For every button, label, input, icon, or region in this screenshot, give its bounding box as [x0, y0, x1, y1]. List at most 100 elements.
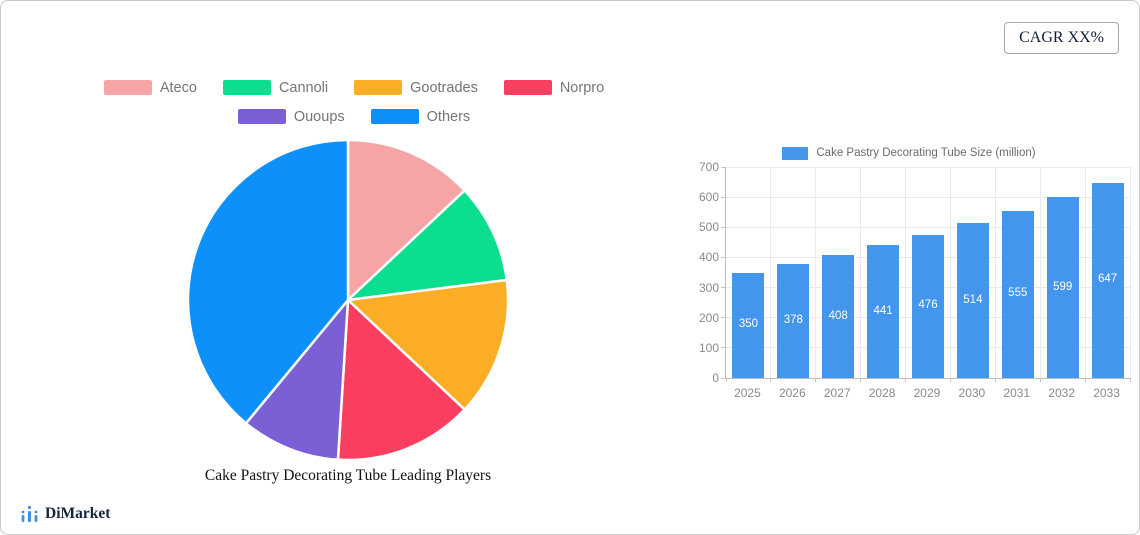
pie-slice-ateco — [346, 138, 466, 302]
legend-swatch — [103, 80, 152, 95]
y-axis-tick — [721, 256, 726, 258]
bar-value-label: 514 — [963, 293, 983, 306]
legend-swatch — [354, 80, 403, 95]
x-axis-label: 2031 — [1003, 386, 1031, 400]
bar-2033: 647 — [1091, 182, 1124, 378]
x-axis-tick — [860, 378, 862, 382]
legend-item-gootrades: Gootrades — [354, 80, 478, 96]
y-axis-tick — [721, 166, 726, 168]
gridline-horizontal — [726, 166, 1130, 168]
x-axis-label: 2029 — [913, 386, 941, 400]
gridline-vertical — [905, 167, 907, 378]
y-axis-label: 500 — [698, 220, 719, 235]
gridline-vertical — [949, 167, 951, 378]
pie-legend-row-1: Ateco Cannoli Gootrades Norpro — [89, 73, 619, 102]
legend-label: Ateco — [159, 79, 197, 96]
gridline-vertical — [860, 167, 862, 378]
x-axis-tick — [949, 378, 951, 382]
x-axis-label: 2027 — [823, 386, 851, 400]
bar-chart-legend: Cake Pastry Decorating Tube Size (millio… — [689, 145, 1129, 161]
bar-legend-label: Cake Pastry Decorating Tube Size (millio… — [816, 147, 1036, 159]
y-axis-label: 100 — [698, 340, 719, 355]
pie-slice-others — [186, 138, 350, 425]
legend-label: Ououps — [293, 108, 345, 125]
bar-2027: 408 — [822, 255, 855, 378]
legend-item-others: Others — [370, 108, 471, 125]
dimarket-logo: DiMarket — [20, 505, 110, 523]
bar-chart: Cake Pastry Decorating Tube Size (millio… — [689, 145, 1131, 412]
bar-plot-wrap: 350 378 408 441 476 514 555 599 647 0 100 200 300 40… — [689, 161, 1131, 412]
y-axis-tick — [721, 317, 726, 319]
gridline-vertical — [1084, 167, 1086, 378]
x-axis-label: 2033 — [1093, 386, 1120, 400]
x-axis-tick — [725, 378, 727, 382]
x-axis-tick — [770, 378, 772, 382]
y-axis-label: 0 — [712, 371, 719, 385]
legend-label: Norpro — [559, 79, 605, 96]
legend-swatch — [237, 109, 286, 124]
pie-slice-cannoli — [346, 189, 508, 302]
y-axis-label: 200 — [698, 310, 719, 325]
bar-2029: 476 — [912, 234, 944, 378]
legend-swatch — [503, 80, 552, 95]
pie-slice-norpro — [336, 298, 466, 462]
y-axis-label: 600 — [698, 190, 719, 205]
bar-value-label: 599 — [1053, 280, 1073, 293]
y-axis-label: 700 — [698, 160, 719, 174]
x-axis-tick — [815, 378, 817, 382]
x-axis-label: 2028 — [868, 386, 896, 400]
bar-chart-logo-icon — [21, 505, 38, 522]
pie-slice-gootrades — [346, 278, 510, 411]
cagr-badge: CAGR XX% — [1004, 22, 1119, 54]
x-axis-tick — [994, 378, 996, 382]
x-axis-tick — [1039, 378, 1041, 382]
gridline-vertical — [815, 167, 817, 378]
bar-value-label: 647 — [1097, 273, 1118, 286]
bar-2032: 599 — [1046, 197, 1079, 378]
bar-legend-swatch — [782, 146, 809, 160]
y-axis-tick — [721, 287, 726, 289]
legend-swatch — [370, 109, 419, 124]
legend-item-cannoli: Cannoli — [222, 79, 329, 96]
legend-label: Others — [426, 108, 471, 125]
legend-item-ateco: Ateco — [103, 79, 197, 96]
gridline-vertical — [1039, 167, 1041, 378]
pie-legend-row-2: Ououps Others — [89, 102, 619, 131]
bar-2025: 350 — [732, 272, 765, 378]
x-axis-label: 2026 — [778, 386, 806, 400]
bar-value-label: 476 — [918, 299, 938, 312]
x-axis-tick — [1129, 378, 1131, 382]
gridline-vertical — [1129, 167, 1131, 378]
x-axis-tick — [1084, 378, 1086, 382]
x-axis-label: 2032 — [1048, 386, 1075, 400]
legend-label: Cannoli — [278, 79, 329, 96]
bar-value-label: 441 — [873, 304, 893, 317]
y-axis-label: 300 — [698, 280, 719, 295]
x-axis-tick — [905, 378, 907, 382]
pie-slice-ououps — [244, 298, 350, 461]
pie-chart-title: Cake Pastry Decorating Tube Leading Play… — [204, 467, 492, 484]
x-axis-label: 2025 — [734, 386, 761, 400]
bar-value-label: 408 — [828, 309, 848, 322]
bar-plot-area: 350 378 408 441 476 514 555 599 647 — [721, 166, 1131, 382]
bar-value-label: 350 — [738, 318, 759, 331]
legend-label: Gootrades — [410, 79, 478, 96]
bar-2030: 514 — [956, 223, 989, 378]
legend-item-ououps: Ououps — [237, 108, 345, 125]
pie-chart — [186, 138, 510, 462]
y-axis-tick — [721, 347, 726, 349]
gridline-vertical — [994, 167, 996, 378]
y-axis-tick — [721, 226, 726, 228]
pie-legend: Ateco Cannoli Gootrades Norpro Ououps Others — [89, 73, 619, 131]
logo-text: DiMarket — [45, 505, 111, 522]
x-axis-label: 2030 — [958, 386, 986, 400]
legend-item-norpro: Norpro — [503, 79, 605, 96]
y-axis-label: 400 — [698, 250, 719, 265]
y-axis-tick — [721, 377, 726, 379]
y-axis-tick — [721, 196, 726, 198]
bar-2028: 441 — [867, 245, 900, 378]
bar-2031: 555 — [1001, 210, 1034, 378]
bar-value-label: 555 — [1008, 287, 1028, 300]
gridline-vertical — [770, 167, 772, 378]
